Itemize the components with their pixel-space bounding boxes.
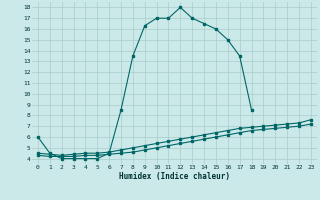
X-axis label: Humidex (Indice chaleur): Humidex (Indice chaleur) [119, 172, 230, 181]
